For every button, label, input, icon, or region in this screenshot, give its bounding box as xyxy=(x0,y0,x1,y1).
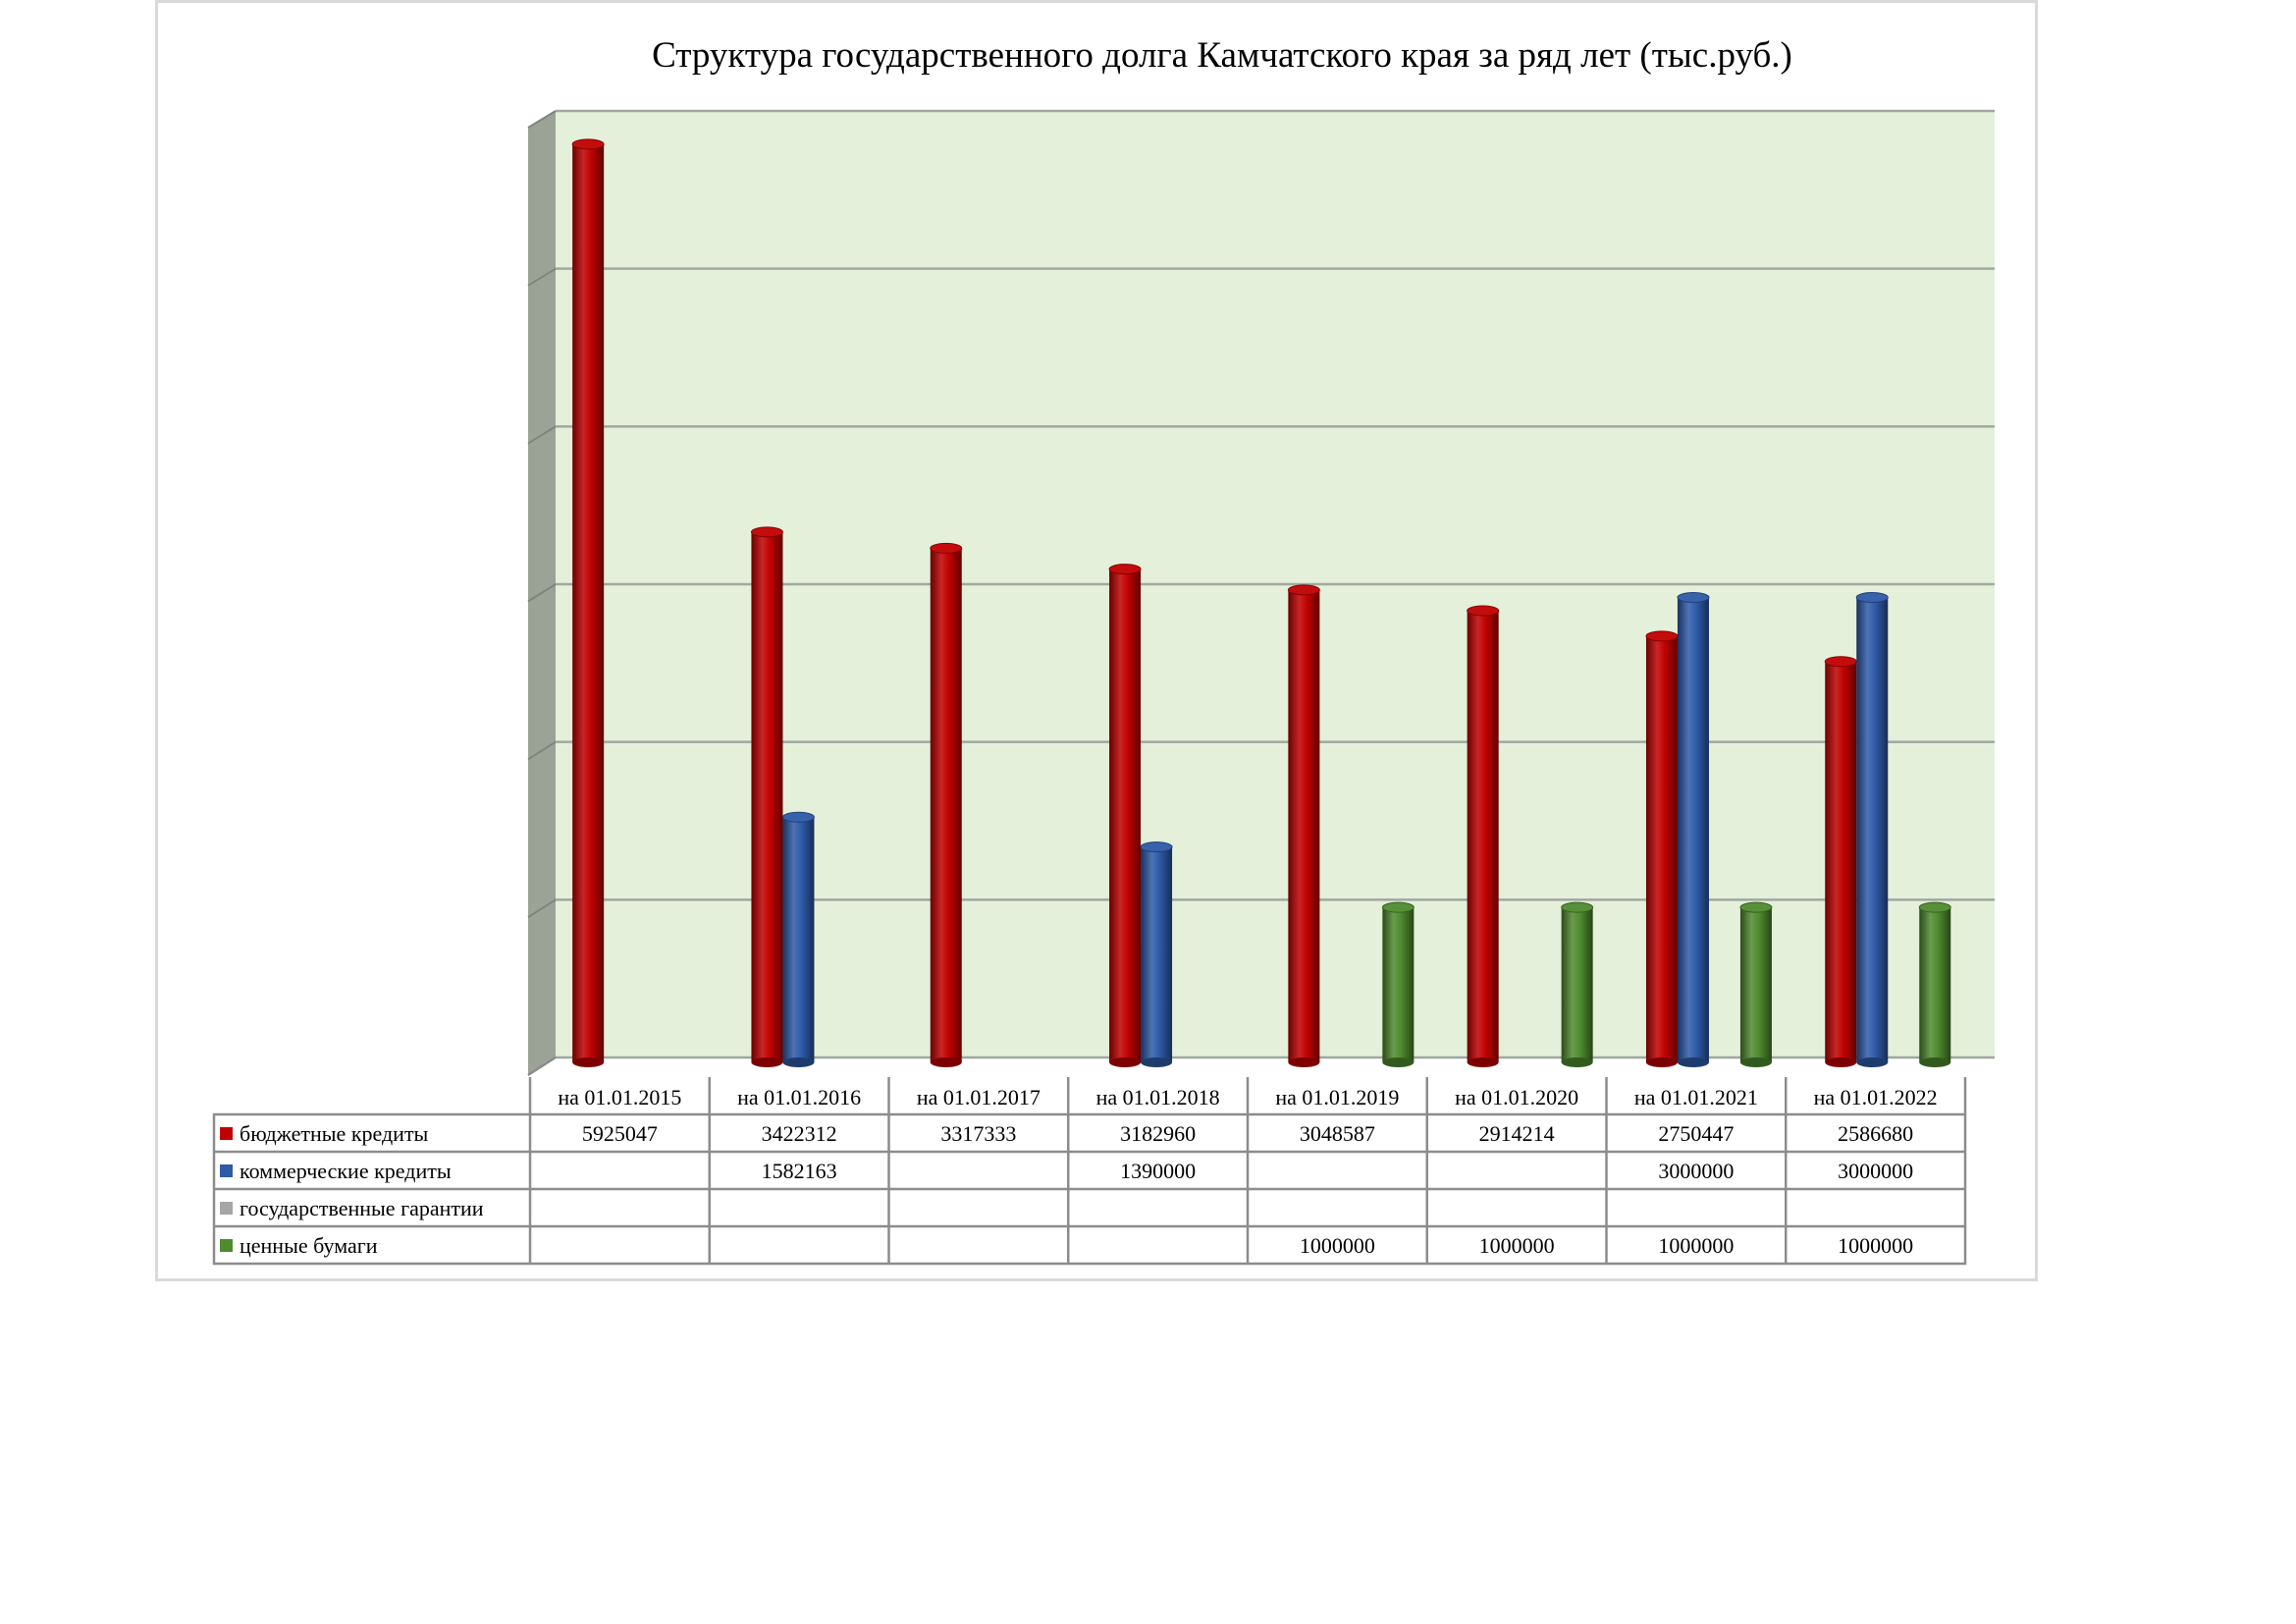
data-label: 2750447 xyxy=(1658,1121,1734,1146)
series-label: коммерческие кредиты xyxy=(240,1159,452,1183)
gridline-side xyxy=(527,425,557,445)
category-label: на 01.01.2022 xyxy=(1814,1085,1938,1110)
legend-key xyxy=(220,1164,233,1177)
chart-title: Структура государственного долга Камчатс… xyxy=(652,35,1792,76)
data-label: 1000000 xyxy=(1300,1233,1375,1258)
bar-бюджетные-кредиты-1 xyxy=(750,526,783,1067)
bar-коммерческие-кредиты-7 xyxy=(1855,592,1889,1067)
legend-key xyxy=(220,1239,233,1252)
data-label: 1000000 xyxy=(1658,1233,1734,1258)
data-table: на 01.01.2015 на 01.01.2016 на 01.01.2017 н… xyxy=(212,1077,1967,1266)
category-label: на 01.01.2018 xyxy=(1096,1085,1220,1110)
bar-коммерческие-кредиты-1 xyxy=(781,811,815,1067)
gridline-side xyxy=(527,740,557,761)
legend-key xyxy=(220,1202,233,1215)
bars xyxy=(571,138,1951,1067)
series-label: государственные гарантии xyxy=(240,1196,484,1220)
data-label: 3422312 xyxy=(762,1121,837,1146)
bar-ценные-бумаги-5 xyxy=(1561,901,1594,1067)
data-label: 1582163 xyxy=(762,1159,837,1183)
bar-ценные-бумаги-6 xyxy=(1739,901,1773,1067)
bar-бюджетные-кредиты-5 xyxy=(1467,605,1500,1067)
bar-бюджетные-кредиты-7 xyxy=(1824,656,1857,1067)
category-label: на 01.01.2020 xyxy=(1455,1085,1578,1110)
bar-бюджетные-кредиты-2 xyxy=(930,542,963,1067)
category-label: на 01.01.2017 xyxy=(917,1085,1041,1110)
bar-бюджетные-кредиты-3 xyxy=(1108,564,1142,1067)
gridline-side xyxy=(527,110,557,129)
data-label: 3000000 xyxy=(1658,1159,1734,1183)
bar-бюджетные-кредиты-0 xyxy=(571,138,605,1067)
data-label: 2586680 xyxy=(1838,1121,1913,1146)
data-label: 2914214 xyxy=(1479,1121,1555,1146)
data-label: 1390000 xyxy=(1120,1159,1196,1183)
bar-коммерческие-кредиты-6 xyxy=(1677,592,1710,1067)
data-label: 3048587 xyxy=(1300,1121,1375,1146)
data-label: 3000000 xyxy=(1838,1159,1913,1183)
data-label: 1000000 xyxy=(1479,1233,1555,1258)
series-label: бюджетные кредиты xyxy=(240,1121,429,1146)
data-label: 3182960 xyxy=(1120,1121,1196,1146)
bar-бюджетные-кредиты-6 xyxy=(1645,630,1679,1067)
bar-ценные-бумаги-4 xyxy=(1381,901,1415,1067)
data-label: 3317333 xyxy=(940,1121,1016,1146)
gridline-side xyxy=(527,583,557,603)
category-label: на 01.01.2019 xyxy=(1275,1085,1399,1110)
bar-бюджетные-кредиты-4 xyxy=(1287,584,1320,1067)
category-label: на 01.01.2015 xyxy=(558,1085,681,1110)
category-label: на 01.01.2016 xyxy=(737,1085,861,1110)
gridline-side xyxy=(527,267,557,287)
gridline-side xyxy=(527,898,557,919)
legend-key xyxy=(220,1127,233,1140)
bar-ценные-бумаги-7 xyxy=(1918,901,1951,1067)
data-label: 1000000 xyxy=(1838,1233,1913,1258)
bar-коммерческие-кредиты-3 xyxy=(1140,841,1173,1067)
data-label: 5925047 xyxy=(582,1121,658,1146)
plot-area xyxy=(527,109,1995,1076)
series-label: ценные бумаги xyxy=(240,1233,378,1258)
category-label: на 01.01.2021 xyxy=(1634,1085,1758,1110)
